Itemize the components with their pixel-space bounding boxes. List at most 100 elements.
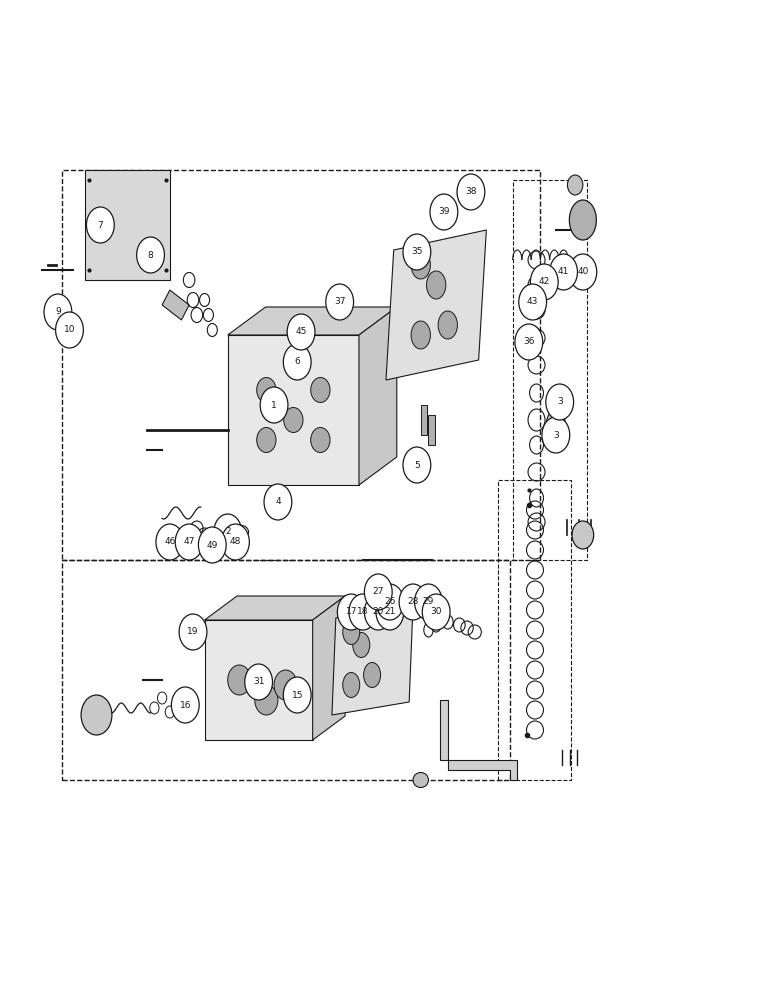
Ellipse shape	[228, 665, 251, 695]
Polygon shape	[228, 307, 397, 335]
Ellipse shape	[411, 251, 430, 279]
Circle shape	[376, 594, 404, 630]
Text: 47: 47	[184, 538, 195, 546]
Text: 29: 29	[423, 597, 434, 606]
Ellipse shape	[274, 670, 297, 700]
Text: 6: 6	[294, 358, 300, 366]
Polygon shape	[359, 307, 397, 485]
Text: 5: 5	[414, 460, 420, 470]
Ellipse shape	[284, 408, 303, 432]
Text: 35: 35	[411, 247, 422, 256]
Ellipse shape	[310, 377, 330, 402]
Text: 43: 43	[527, 298, 538, 306]
Circle shape	[222, 524, 249, 560]
Text: 16: 16	[180, 700, 191, 710]
Ellipse shape	[426, 271, 445, 299]
Ellipse shape	[81, 695, 112, 735]
Circle shape	[156, 524, 184, 560]
Text: 46: 46	[164, 538, 175, 546]
Ellipse shape	[343, 672, 360, 698]
Text: 4: 4	[275, 497, 281, 506]
Ellipse shape	[411, 321, 430, 349]
Circle shape	[326, 284, 354, 320]
Circle shape	[422, 594, 450, 630]
Text: 8: 8	[147, 250, 154, 259]
Polygon shape	[205, 596, 345, 620]
Ellipse shape	[567, 175, 583, 195]
Polygon shape	[440, 700, 517, 780]
Bar	[428, 415, 435, 445]
Text: 10: 10	[64, 326, 75, 334]
Circle shape	[283, 344, 311, 380]
Text: 3: 3	[553, 430, 559, 440]
Ellipse shape	[353, 633, 370, 658]
Bar	[301, 356, 307, 364]
Text: 45: 45	[296, 328, 306, 336]
Text: 19: 19	[188, 628, 198, 637]
Circle shape	[349, 594, 377, 630]
Ellipse shape	[546, 410, 565, 440]
Circle shape	[415, 584, 442, 620]
Text: 27: 27	[373, 587, 384, 596]
Circle shape	[86, 207, 114, 243]
Circle shape	[198, 527, 226, 563]
Circle shape	[56, 312, 83, 348]
Text: 49: 49	[207, 540, 218, 550]
Polygon shape	[228, 335, 359, 485]
Polygon shape	[205, 620, 313, 740]
Circle shape	[457, 174, 485, 210]
Polygon shape	[162, 290, 189, 320]
Circle shape	[337, 594, 365, 630]
Circle shape	[364, 574, 392, 610]
Ellipse shape	[569, 200, 596, 240]
Text: 26: 26	[384, 597, 395, 606]
Text: 48: 48	[230, 538, 241, 546]
Text: 36: 36	[523, 338, 534, 347]
Circle shape	[283, 677, 311, 713]
Circle shape	[287, 314, 315, 350]
Text: 40: 40	[577, 267, 588, 276]
Text: 39: 39	[438, 208, 449, 217]
Circle shape	[519, 284, 547, 320]
Polygon shape	[386, 230, 486, 380]
Polygon shape	[313, 596, 345, 740]
Circle shape	[542, 417, 570, 453]
Text: 3: 3	[557, 397, 563, 406]
Bar	[421, 405, 427, 435]
Circle shape	[399, 584, 427, 620]
Ellipse shape	[364, 662, 381, 688]
Circle shape	[530, 264, 558, 300]
Polygon shape	[332, 605, 413, 715]
Text: 15: 15	[292, 690, 303, 700]
Circle shape	[214, 514, 242, 550]
Text: 7: 7	[97, 221, 103, 230]
Text: 30: 30	[431, 607, 442, 616]
Circle shape	[550, 254, 577, 290]
Text: 2: 2	[225, 528, 231, 536]
Circle shape	[403, 447, 431, 483]
Text: 42: 42	[539, 277, 550, 286]
Text: 20: 20	[373, 607, 384, 616]
Circle shape	[137, 237, 164, 273]
Text: 1: 1	[271, 400, 277, 410]
Ellipse shape	[256, 377, 276, 402]
Circle shape	[171, 687, 199, 723]
Ellipse shape	[572, 521, 594, 549]
Ellipse shape	[256, 428, 276, 453]
Text: 37: 37	[334, 298, 345, 306]
Circle shape	[364, 594, 392, 630]
Circle shape	[376, 584, 404, 620]
Text: 17: 17	[346, 607, 357, 616]
Ellipse shape	[310, 428, 330, 453]
Circle shape	[546, 384, 574, 420]
Ellipse shape	[343, 619, 360, 645]
Circle shape	[569, 254, 597, 290]
Text: 21: 21	[384, 607, 395, 616]
Circle shape	[179, 614, 207, 650]
Circle shape	[175, 524, 203, 560]
Text: 38: 38	[466, 188, 476, 196]
Polygon shape	[85, 170, 170, 280]
Text: 18: 18	[357, 607, 368, 616]
Text: 41: 41	[558, 267, 569, 276]
Text: 28: 28	[408, 597, 418, 606]
